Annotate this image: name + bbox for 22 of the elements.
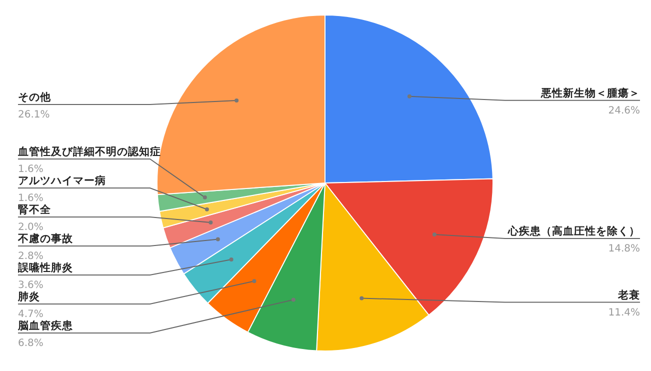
data-label: 1.6% [18, 193, 44, 204]
slice-label: 血管性及び詳細不明の認知症 [17, 145, 161, 158]
slice-label: その他 [18, 90, 52, 104]
data-label: 24.6% [608, 105, 640, 116]
data-label: 14.8% [608, 244, 640, 254]
data-label: 1.6% [18, 164, 44, 175]
slice-label: 老衰 [617, 288, 640, 302]
slice-label: 不慮の事故 [17, 232, 74, 245]
data-label: 2.0% [18, 222, 44, 233]
data-label: 26.1% [18, 109, 50, 120]
slice-label: 誤嚥性肺炎 [17, 261, 73, 274]
slice-label: 心疾患（高血圧性を除く） [507, 224, 640, 238]
slice-label: 悪性新生物＜腫瘍＞ [540, 86, 640, 100]
data-label: 11.4% [608, 307, 640, 318]
slice-label: 腎不全 [18, 203, 52, 216]
data-label: 3.6% [18, 280, 44, 291]
data-label: 4.7% [18, 309, 44, 320]
slice-label: 肺炎 [17, 290, 40, 303]
data-label: 6.8% [18, 338, 44, 349]
slice-label: 脳血管疾患 [17, 319, 74, 332]
data-label: 2.8% [18, 251, 44, 262]
slice-label: アルツハイマー病 [18, 174, 106, 187]
